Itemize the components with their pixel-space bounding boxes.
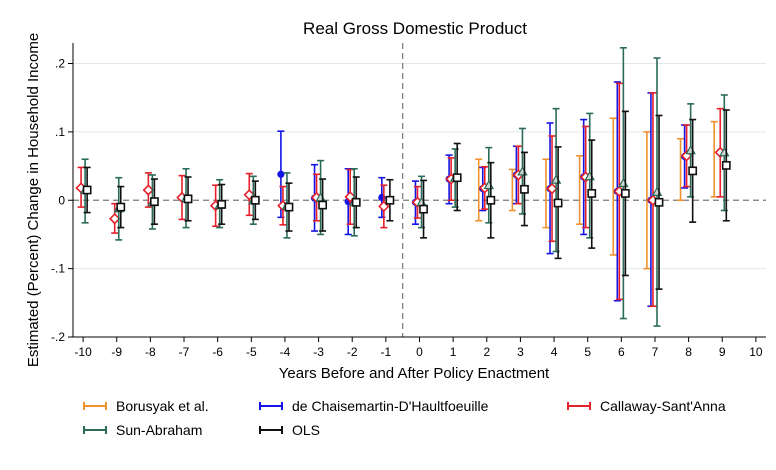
y-axis-label: Estimated (Percent) Change in Household … [25,33,42,367]
series-layer [75,46,731,327]
x-tick-label: -9 [111,345,122,359]
x-tick-label: 10 [749,345,763,359]
point-marker [419,204,428,214]
point-marker [688,166,698,176]
point-marker [318,200,328,210]
legend-item: Borusyak et al. [83,398,209,414]
legend-label: de Chaisemartin-D'Haultfoeuille [292,398,489,414]
point-marker [618,177,629,188]
point-marker [150,197,159,207]
point-marker [183,194,193,204]
x-tick-label: -2 [347,345,358,359]
point-marker [142,184,155,196]
x-tick-label: 1 [450,345,457,359]
point-marker [217,199,227,209]
x-tick-label: -7 [179,345,190,359]
axes: .2.10-.1-.2-10 -9 -8 -7 -6 -5 -4 -3 -2 -1 0 1 2 3 4 5 6 7… [51,43,766,359]
x-tick-label: 5 [584,345,591,359]
x-tick-label: -10 [74,345,92,359]
point-marker [685,144,696,155]
point-marker [553,198,563,208]
y-tick-label: -.1 [51,262,65,276]
point-marker [108,212,121,225]
x-tick-label: 4 [551,345,558,359]
point-marker [452,173,462,183]
x-tick-label: -4 [280,345,291,359]
point-marker [620,189,630,198]
point-marker [82,185,92,195]
point-marker [277,170,285,178]
point-marker [385,195,395,205]
legend-label: OLS [292,422,320,438]
point-marker [546,182,558,195]
series-borusyak-et-al- [475,117,718,270]
x-tick-label: -5 [246,345,257,359]
reference-lines [73,43,766,337]
point-marker [721,160,731,170]
point-marker [250,195,260,205]
point-marker [486,195,496,205]
point-marker [654,197,664,207]
point-marker [520,184,529,194]
x-tick-label: 9 [719,345,726,359]
y-tick-label: .2 [55,57,65,71]
x-tick-label: 3 [517,345,524,359]
series-ols [82,109,731,290]
x-tick-label: 2 [483,345,490,359]
point-marker [550,174,562,184]
y-tick-label: .1 [55,125,65,139]
x-tick-label: 6 [618,345,625,359]
point-marker [651,186,663,197]
y-tick-label: 0 [58,193,65,207]
legend-item: Callaway-Sant'Anna [567,398,726,414]
x-tick-label: -8 [145,345,156,359]
point-marker [284,202,294,212]
legend-label: Callaway-Sant'Anna [600,398,726,414]
x-tick-label: 7 [652,345,659,359]
y-tick-label: -.2 [51,330,65,344]
legend-label: Sun-Abraham [116,422,202,438]
x-tick-label: 8 [685,345,692,359]
x-tick-label: -1 [381,345,392,359]
legend-label: Borusyak et al. [116,398,209,414]
chart-title: Real Gross Domestic Product [303,19,527,38]
x-tick-label: 0 [416,345,423,359]
legend-item: Sun-Abraham [83,422,202,438]
point-marker [116,202,126,212]
legend: Borusyak et al. de Chaisemartin-D'Haultfo… [83,398,726,438]
x-axis-label: Years Before and After Policy Enactment [279,365,550,382]
legend-item: de Chaisemartin-D'Haultfoeuille [259,398,489,414]
point-marker [587,189,597,198]
x-tick-label: -6 [212,345,223,359]
x-tick-label: -3 [313,345,324,359]
point-marker [351,197,361,207]
legend-item: OLS [259,422,320,438]
series-sun-abraham [79,46,730,327]
